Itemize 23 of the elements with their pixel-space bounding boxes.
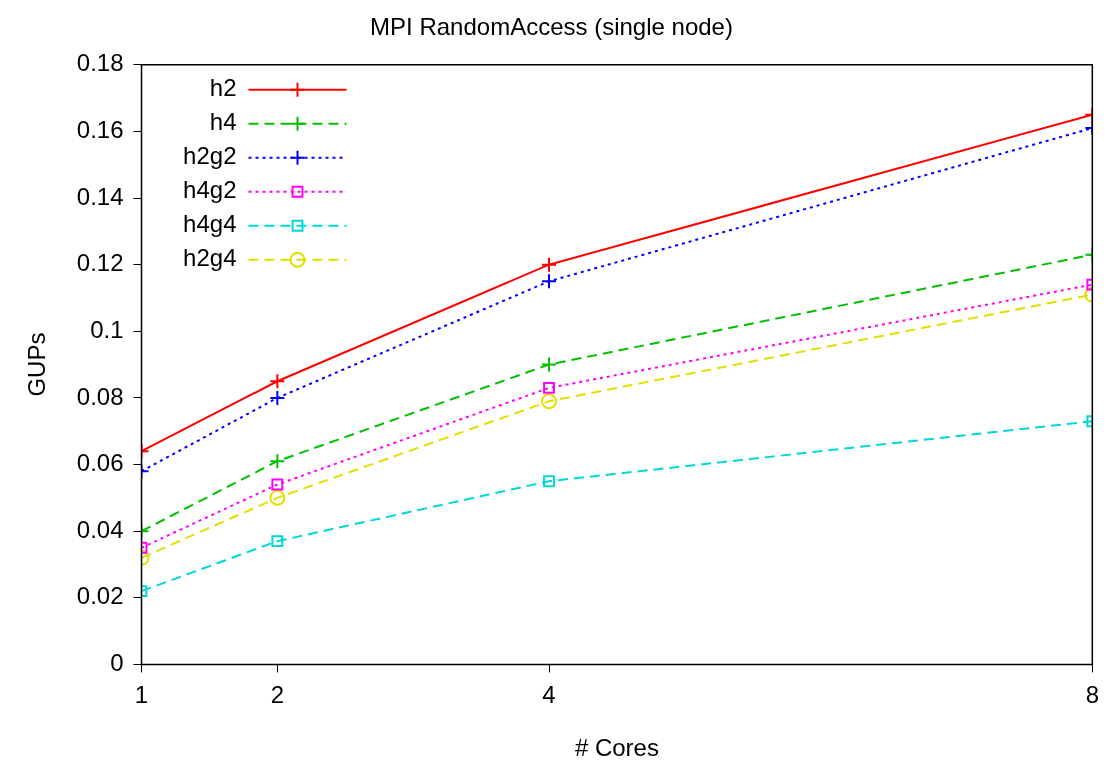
legend-label: h2 [209,74,237,102]
y-tick-label: 0.06 [76,449,124,477]
x-tick-label: 4 [542,681,556,709]
y-tick-label: 0.04 [76,515,124,543]
chart-title: MPI RandomAccess (single node) [370,13,733,41]
x-tick-label: 1 [134,681,149,709]
y-tick-label: 0.02 [76,582,124,610]
y-tick-label: 0.1 [90,315,124,343]
legend-label: h2g2 [183,142,237,170]
legend-label: h2g4 [183,244,237,272]
y-tick-label: 0.14 [76,182,124,210]
legend-label: h4g4 [183,210,237,238]
x-tick-label: 2 [270,681,285,709]
y-tick-label: 0.12 [76,249,124,277]
y-tick-label: 0.16 [76,116,124,144]
x-axis-title: # Cores [574,734,659,762]
x-tick-label: 8 [1085,681,1100,709]
legend-label: h4 [209,108,237,136]
legend-label: h4g2 [183,176,237,204]
y-tick-label: 0.18 [76,49,124,77]
y-tick-label: 0 [110,649,124,677]
y-tick-label: 0.08 [76,382,124,410]
y-axis-title: GUPs [23,332,51,397]
